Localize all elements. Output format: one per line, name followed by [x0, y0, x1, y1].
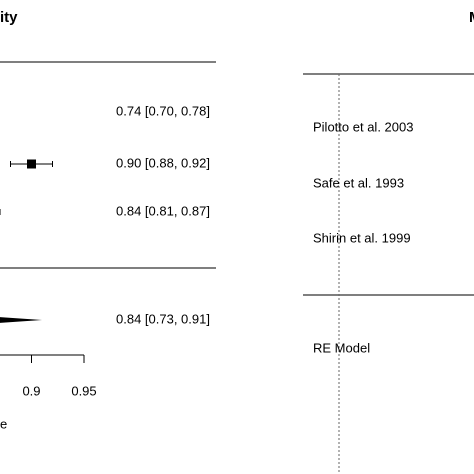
study-label: Pilotto et al. 2003 [313, 119, 413, 134]
point-estimate [27, 159, 36, 169]
value-label: 0.84 [0.73, 0.91] [116, 311, 210, 326]
study-label: Shirin et al. 1999 [313, 230, 411, 245]
x-tick-label: 0.95 [71, 383, 96, 398]
x-tick-label: 0.9 [22, 383, 40, 398]
value-label: 0.84 [0.81, 0.87] [116, 203, 210, 218]
value-label: 0.74 [0.70, 0.78] [116, 103, 210, 118]
summary-label: RE Model [313, 340, 370, 355]
value-label: 0.90 [0.88, 0.92] [116, 155, 210, 170]
x-axis-label: e [0, 416, 7, 431]
panel-title: ity [0, 9, 18, 26]
study-label: Safe et al. 1993 [313, 175, 404, 190]
summary-diamond [0, 317, 42, 323]
panel-title: M [469, 9, 474, 26]
